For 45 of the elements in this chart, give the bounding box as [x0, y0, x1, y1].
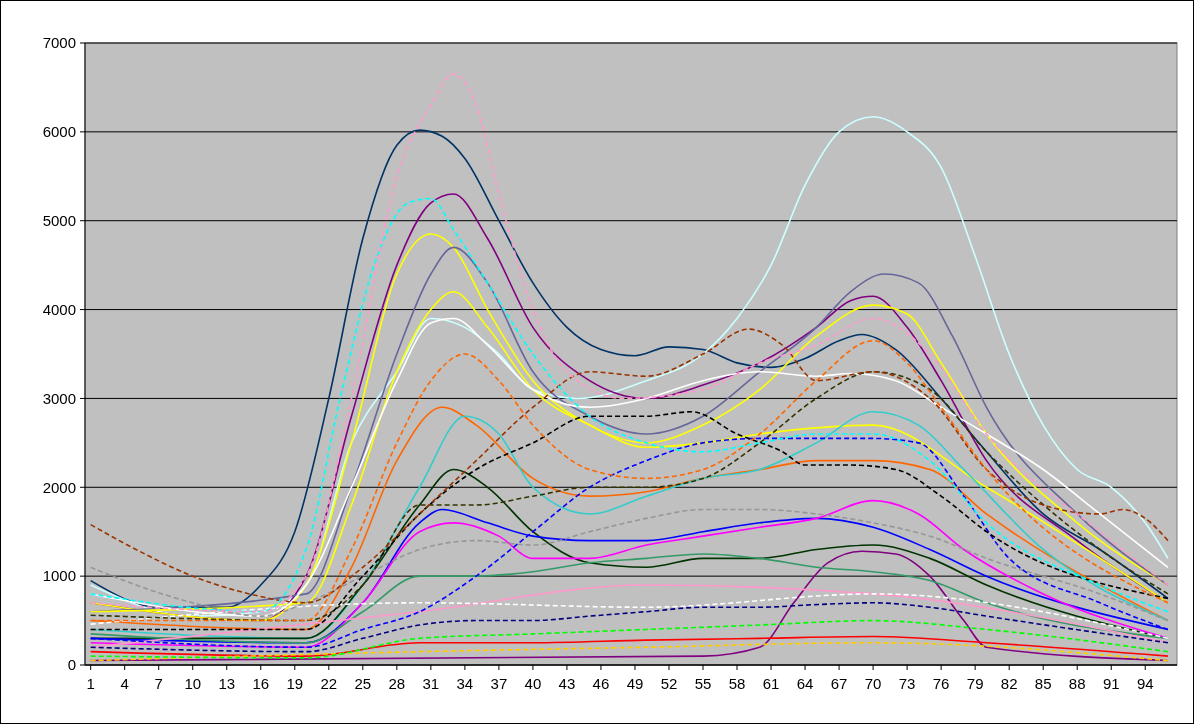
x-tick-label: 43 [558, 675, 576, 692]
x-tick-label: 49 [626, 675, 644, 692]
x-tick-label: 55 [694, 675, 712, 692]
x-tick-label: 88 [1068, 675, 1086, 692]
x-tick-label: 52 [660, 675, 678, 692]
line-series [89, 641, 1169, 662]
x-tick-label: 58 [728, 675, 746, 692]
x-tick-label: 16 [252, 675, 270, 692]
x-tick-label: 34 [456, 675, 474, 692]
x-tick-label: 1 [86, 675, 95, 692]
x-tick-label: 64 [796, 675, 814, 692]
line-series [89, 602, 1169, 653]
x-tick-label: 82 [1000, 675, 1018, 692]
x-tick-label: 67 [830, 675, 848, 692]
y-tick-label: 2000 [42, 478, 76, 496]
x-tick-label: 40 [524, 675, 542, 692]
x-tick-label: 25 [354, 675, 372, 692]
line-series [89, 619, 1169, 659]
x-tick-label: 19 [286, 675, 304, 692]
x-tick-label: 73 [898, 675, 916, 692]
line-series [89, 508, 1169, 622]
x-tick-label: 13 [218, 675, 236, 692]
x-tick-label: 85 [1034, 675, 1052, 692]
x-tick-label: 37 [490, 675, 508, 692]
x-tick-label: 79 [966, 675, 984, 692]
x-tick-label: 31 [422, 675, 440, 692]
x-tick-label: 7 [154, 675, 163, 692]
y-tick-label: 5000 [42, 211, 76, 229]
x-tick-label: 46 [592, 675, 610, 692]
x-tick-label: 22 [320, 675, 338, 692]
x-tick-label: 94 [1136, 675, 1154, 692]
y-tick-label: 0 [67, 656, 76, 674]
x-tick-label: 61 [762, 675, 780, 692]
x-tick-label: 70 [864, 675, 882, 692]
y-tick-label: 3000 [42, 389, 76, 407]
y-tick-label: 6000 [42, 123, 76, 141]
x-tick-label: 91 [1102, 675, 1120, 692]
x-tick-label: 10 [184, 675, 202, 692]
y-tick-label: 7000 [42, 34, 76, 52]
x-tick-label: 4 [120, 675, 129, 692]
x-tick-label: 28 [388, 675, 406, 692]
y-tick-label: 4000 [42, 300, 76, 318]
line-series [89, 635, 1169, 657]
x-tick-label: 76 [932, 675, 950, 692]
y-tick-label: 1000 [42, 567, 76, 585]
